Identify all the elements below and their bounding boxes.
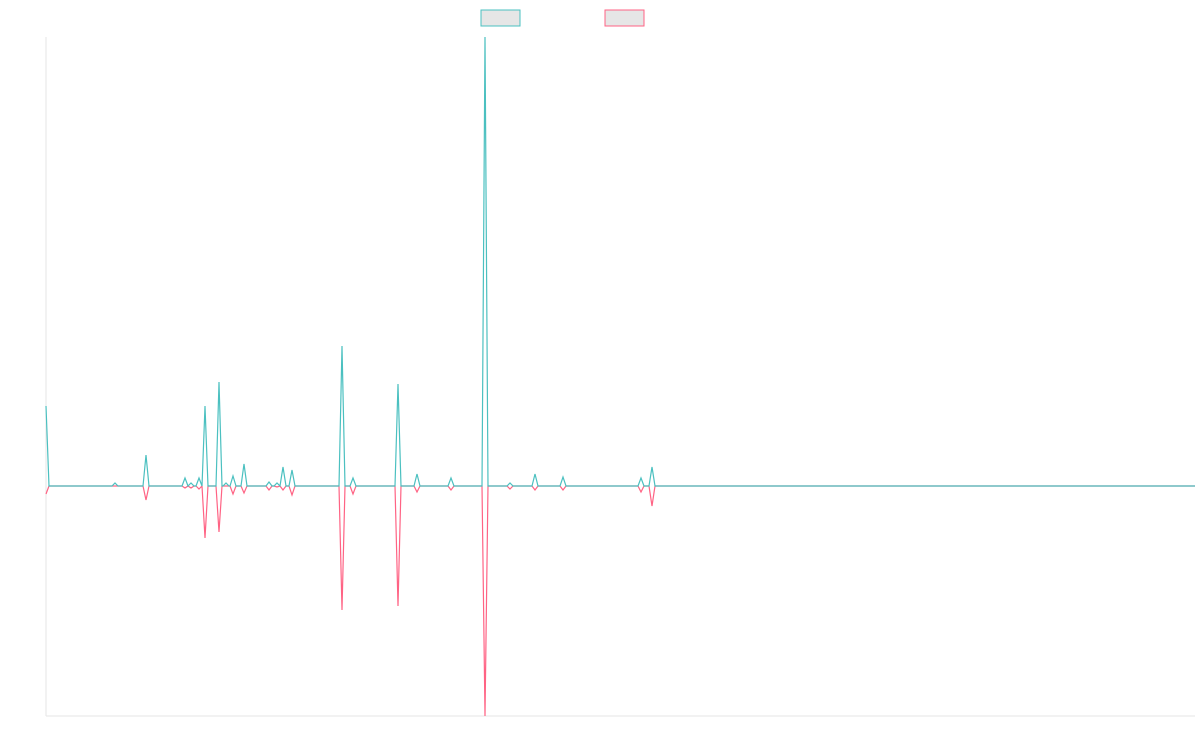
line-series: [45, 484, 1195, 717]
line-series: [45, 36, 1195, 488]
legend-swatch[interactable]: [604, 9, 645, 27]
legend-swatch[interactable]: [480, 9, 521, 27]
